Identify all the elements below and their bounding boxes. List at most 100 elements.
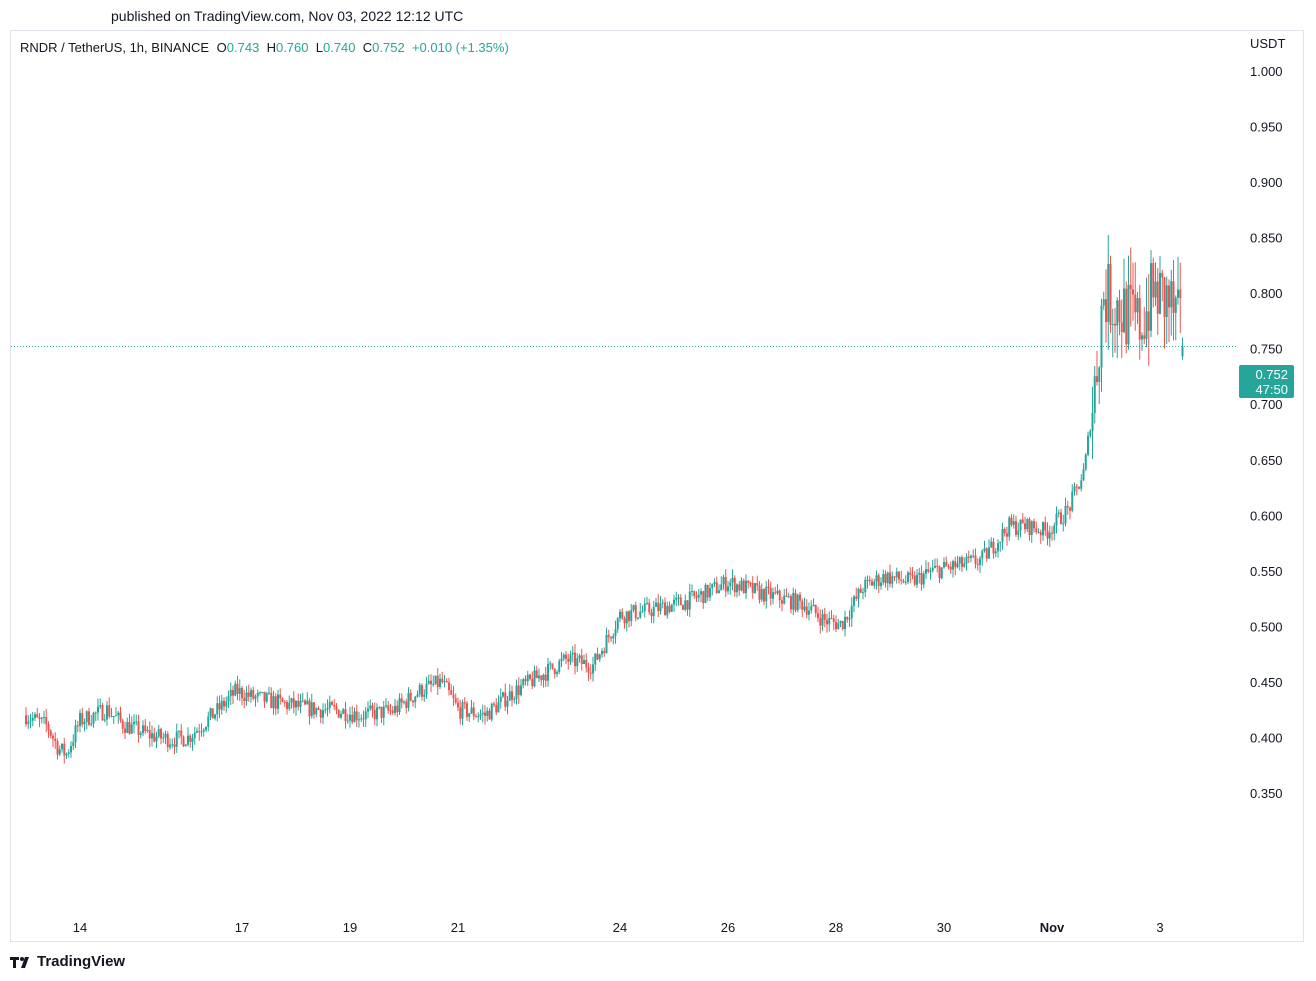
candle	[1098, 366, 1101, 404]
candle-body	[697, 594, 700, 598]
candle	[828, 611, 831, 632]
candle-body	[1141, 335, 1143, 340]
candle-body	[648, 602, 651, 613]
candle	[668, 601, 671, 614]
candle-body	[715, 582, 718, 593]
candle-body	[855, 596, 858, 599]
candle-body	[1091, 413, 1094, 432]
candle-body	[470, 707, 473, 714]
candle	[1105, 269, 1107, 343]
candle	[1100, 298, 1103, 392]
candle-body	[684, 600, 687, 610]
legend-symbol: RNDR / TetherUS, 1h, BINANCE	[20, 40, 210, 55]
candle-body	[913, 575, 916, 585]
candle	[457, 697, 459, 712]
candle-body	[999, 541, 1002, 544]
candle-body	[677, 597, 680, 599]
candle-body	[729, 582, 732, 587]
candle	[490, 702, 493, 722]
candle	[817, 606, 819, 623]
candle-body	[441, 678, 444, 683]
candle	[657, 594, 660, 618]
candle	[25, 707, 27, 727]
candle-body	[610, 637, 612, 639]
candle-body	[1039, 531, 1042, 536]
legend-open-label: O	[216, 40, 227, 55]
candle-body	[274, 696, 277, 709]
candle-body	[211, 708, 214, 719]
candle	[893, 576, 896, 582]
candle	[758, 581, 761, 604]
candle-body	[434, 675, 437, 685]
candle-body	[436, 675, 439, 688]
candle-body	[353, 711, 356, 723]
candle	[769, 581, 772, 606]
candle-body	[988, 547, 990, 559]
candle	[511, 685, 513, 707]
candle-body	[313, 702, 315, 715]
candle	[155, 731, 158, 749]
candle	[103, 713, 106, 723]
candle-body	[524, 679, 527, 682]
candle	[45, 708, 48, 733]
candle-body	[1147, 311, 1150, 331]
candle	[1006, 526, 1008, 546]
chart-frame[interactable]	[10, 30, 1304, 942]
candle-body	[270, 692, 273, 709]
candle	[596, 647, 599, 661]
candle	[1017, 522, 1020, 541]
candle	[362, 710, 365, 727]
candle	[574, 644, 576, 675]
tradingview-footer[interactable]: TradingView	[10, 953, 125, 970]
candle	[99, 698, 102, 710]
price-badge-price: 0.752	[1255, 367, 1288, 382]
price-tick-label: 0.700	[1250, 397, 1283, 412]
candle-body	[160, 729, 162, 739]
candle-body	[92, 712, 95, 724]
candle	[632, 604, 635, 613]
candle	[864, 576, 867, 598]
candle-body	[439, 678, 441, 688]
price-axis[interactable]: USDT 1.000 0.950 0.900 0.850 0.800 0.750 0.700…	[1250, 36, 1285, 801]
candle-body	[326, 707, 329, 710]
candle-body	[178, 730, 180, 732]
candle	[407, 687, 410, 712]
candle-body	[974, 555, 977, 564]
candle-body	[1179, 289, 1182, 298]
candle	[1179, 262, 1182, 334]
candle-body	[119, 712, 122, 721]
candle-body	[628, 611, 630, 622]
candle	[54, 732, 57, 749]
candle	[468, 712, 471, 722]
candle-body	[1123, 288, 1125, 333]
time-tick-label: 19	[343, 920, 357, 935]
candle-body	[421, 685, 423, 697]
candle	[216, 696, 219, 722]
candle	[475, 713, 477, 718]
candle	[605, 627, 608, 654]
candle	[792, 587, 795, 616]
candle-body	[1172, 281, 1175, 313]
time-tick-label: 21	[451, 920, 465, 935]
candle-body	[1071, 491, 1074, 511]
candle-body	[670, 604, 673, 612]
candle	[621, 608, 624, 621]
candle-body	[1105, 299, 1107, 322]
candle-body	[443, 681, 446, 683]
candle-body	[292, 698, 295, 708]
candle	[178, 730, 180, 739]
candle	[805, 599, 808, 619]
candle-body	[936, 565, 939, 567]
candle	[349, 706, 351, 728]
candle-body	[787, 596, 790, 598]
time-axis[interactable]: 14 17 19 21 24 26 28 30 Nov 3	[73, 920, 1164, 935]
candle	[117, 710, 120, 724]
candle	[1120, 299, 1123, 358]
candles-group[interactable]	[25, 234, 1184, 764]
candle	[1111, 308, 1114, 358]
tradingview-logo-icon	[10, 956, 29, 968]
candle-body	[844, 616, 846, 629]
candle	[1026, 517, 1029, 533]
candle-body	[688, 591, 691, 610]
